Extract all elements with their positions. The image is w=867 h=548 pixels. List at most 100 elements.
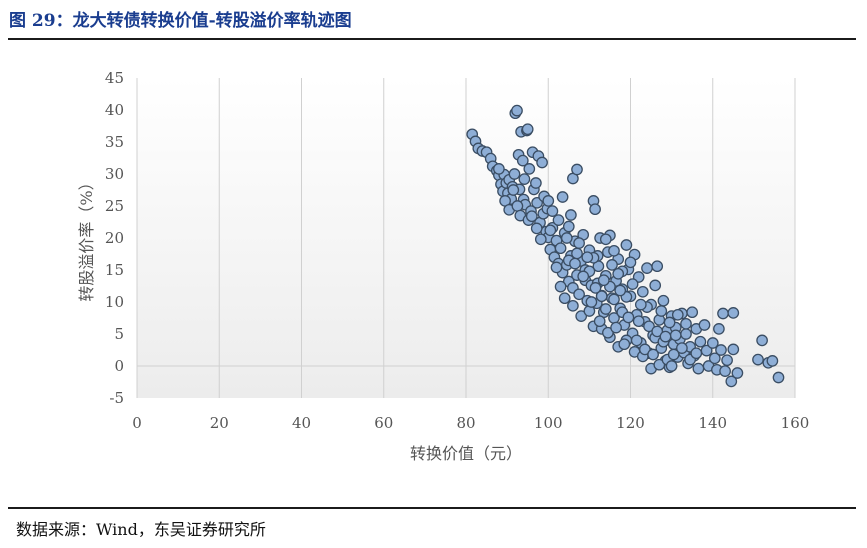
y-tick-label: 5: [114, 325, 124, 343]
scatter-point: [698, 319, 711, 331]
scatter-point: [669, 329, 682, 342]
scatter-point: [708, 352, 721, 365]
scatter-point: [565, 209, 577, 221]
scatter-point: [516, 154, 529, 167]
scatter-point: [575, 310, 588, 322]
scatter-point: [577, 270, 590, 283]
scatter-point: [599, 303, 612, 315]
scatter-point: [653, 358, 666, 371]
scatter-point: [634, 298, 647, 311]
scatter-point: [552, 214, 565, 226]
y-tick-label: 0: [114, 357, 124, 375]
x-axis-title: 转换价值（元）: [410, 444, 522, 463]
scatter-point: [511, 200, 524, 212]
scatter-point: [657, 294, 670, 307]
y-tick-labels: -5 0 5 10 15 20 25 30 35 40 45: [105, 69, 124, 407]
scatter-point: [772, 371, 785, 384]
scatter-point: [620, 239, 633, 251]
scatter-point: [651, 260, 664, 273]
scatter-point: [766, 355, 779, 367]
scatter-point: [562, 220, 575, 233]
scatter-point: [727, 343, 740, 356]
scatter-point: [692, 362, 705, 375]
scatter-point: [558, 292, 571, 305]
scatter-point: [671, 308, 684, 321]
scatter-point: [630, 334, 643, 347]
scatter-point: [521, 123, 534, 136]
figure-title: 图 29：龙大转债转换价值-转股溢价率轨迹图: [9, 11, 352, 31]
scatter-point: [706, 337, 719, 349]
scatter-point: [719, 365, 731, 377]
scatter-point: [614, 284, 627, 297]
scatter-point: [612, 267, 625, 280]
x-tick-label: 60: [374, 414, 393, 432]
scatter-point: [618, 338, 631, 351]
scatter-point: [542, 195, 555, 207]
scatter-point: [599, 233, 612, 246]
scatter-point: [518, 173, 531, 185]
scatter-point: [659, 330, 672, 343]
scatter-point: [546, 205, 559, 217]
title-rule: [8, 38, 856, 40]
scatter-point: [508, 168, 521, 180]
scatter-point: [597, 274, 610, 287]
scatter-point: [523, 163, 536, 175]
y-tick-label: 30: [105, 165, 124, 183]
scatter-point: [571, 163, 583, 176]
x-tick-label: 40: [292, 414, 311, 432]
x-tick-label: 0: [132, 414, 142, 432]
scatter-point: [643, 320, 655, 333]
scatter-point: [680, 328, 692, 340]
scatter-point: [686, 306, 699, 319]
scatter-point: [649, 279, 662, 292]
scatter-point: [715, 344, 727, 356]
scatter-point: [727, 307, 740, 319]
scatter-point: [731, 367, 744, 379]
scatter-point: [694, 335, 707, 348]
scatter-point: [581, 251, 594, 264]
x-tick-label: 100: [534, 414, 563, 432]
data-points: [466, 104, 785, 388]
scatter-point: [571, 247, 583, 260]
scatter-point: [651, 325, 664, 338]
scatter-point: [593, 315, 606, 328]
scatter-point: [525, 210, 538, 223]
scatter-point: [550, 261, 563, 274]
scatter-point: [756, 334, 768, 347]
scatter-point: [717, 307, 729, 320]
scatter-point: [554, 242, 567, 255]
y-tick-label: 45: [105, 69, 124, 87]
scatter-point: [624, 256, 637, 269]
scatter-point: [544, 224, 557, 237]
scatter-point: [647, 348, 659, 361]
scatter-point: [595, 290, 608, 303]
scatter-point: [530, 222, 543, 235]
y-tick-label: -5: [109, 389, 124, 407]
scatter-point: [665, 360, 678, 372]
scatter-point: [602, 326, 614, 339]
scatter-point: [713, 323, 725, 335]
y-tick-label: 40: [105, 101, 124, 119]
scatter-point: [721, 354, 733, 367]
scatter-point: [639, 343, 651, 356]
scatter-point: [589, 282, 602, 294]
scatter-point: [530, 177, 542, 189]
scatter-point: [725, 375, 738, 388]
scatter-point: [589, 203, 601, 216]
x-tick-labels: 0 20 40 60 80 100 120 140 160: [132, 414, 809, 432]
scatter-point: [632, 315, 645, 328]
x-tick-label: 80: [456, 414, 475, 432]
scatter-point: [573, 237, 585, 249]
scatter-point: [690, 347, 703, 360]
scatter-point: [569, 257, 581, 270]
scatter-point: [655, 305, 668, 317]
scatter-point: [507, 184, 520, 196]
scatter-point: [622, 311, 635, 324]
scatter-point: [567, 299, 579, 312]
scatter-point: [606, 259, 618, 271]
scatter-point: [676, 342, 688, 354]
scatter-point: [680, 317, 692, 330]
scatter-chart: 0 20 40 60 80 100 120 140 160 -5 0 5 10 15 20 25 30 35 40…: [77, 69, 809, 463]
scatter-point: [641, 262, 653, 274]
x-tick-label: 20: [210, 414, 229, 432]
